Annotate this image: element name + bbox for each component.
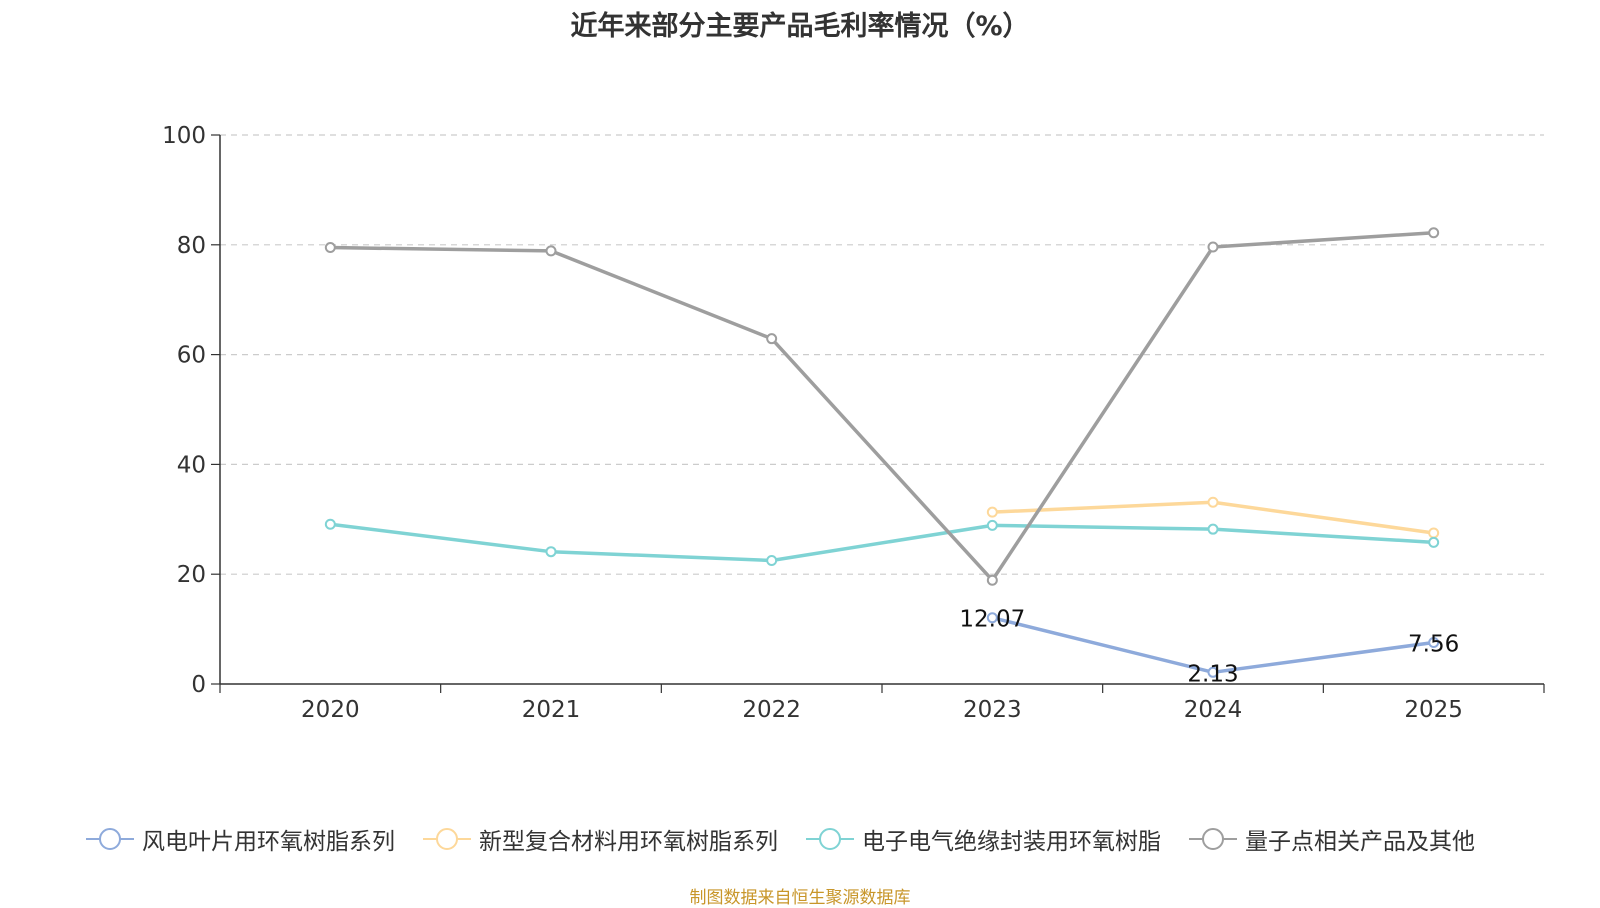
data-point bbox=[324, 242, 336, 254]
data-point bbox=[1428, 527, 1440, 539]
legend-label: 新型复合材料用环氧树脂系列 bbox=[479, 829, 778, 855]
chart-title: 近年来部分主要产品毛利率情况（%） bbox=[570, 11, 1030, 42]
y-tick-label: 0 bbox=[191, 672, 206, 698]
data-label: 7.56 bbox=[1408, 631, 1459, 657]
data-point bbox=[545, 546, 557, 558]
y-tick-label: 60 bbox=[177, 343, 206, 369]
data-label: 12.07 bbox=[959, 607, 1025, 633]
data-point bbox=[1428, 536, 1440, 548]
data-point bbox=[1207, 496, 1219, 508]
legend-item[interactable]: 风电叶片用环氧树脂系列 bbox=[86, 822, 395, 856]
y-tick-label: 20 bbox=[177, 562, 206, 588]
x-tick-label: 2024 bbox=[1184, 697, 1243, 723]
data-point bbox=[986, 612, 998, 624]
legend-item[interactable]: 新型复合材料用环氧树脂系列 bbox=[423, 822, 778, 856]
y-tick-label: 40 bbox=[177, 452, 206, 478]
x-tick-label: 2022 bbox=[742, 697, 801, 723]
x-tick-label: 2021 bbox=[522, 697, 581, 723]
source-note: 制图数据来自恒生聚源数据库 bbox=[689, 888, 911, 908]
legend-label: 风电叶片用环氧树脂系列 bbox=[142, 829, 395, 855]
legend-label: 量子点相关产品及其他 bbox=[1245, 829, 1475, 855]
legend-item[interactable]: 量子点相关产品及其他 bbox=[1189, 822, 1475, 856]
legend-swatch-icon bbox=[1189, 827, 1237, 851]
data-point bbox=[1207, 241, 1219, 253]
chart-legend: 风电叶片用环氧树脂系列 新型复合材料用环氧树脂系列 电子电气绝缘封装用环氧树脂 量子点… bbox=[86, 822, 1475, 856]
data-point bbox=[986, 506, 998, 518]
data-point bbox=[766, 554, 778, 566]
data-point bbox=[766, 333, 778, 345]
legend-swatch-icon bbox=[423, 827, 471, 851]
data-point bbox=[324, 518, 336, 530]
data-point bbox=[1207, 523, 1219, 535]
series-line bbox=[330, 522, 1434, 563]
legend-label: 电子电气绝缘封装用环氧树脂 bbox=[862, 829, 1161, 855]
legend-swatch-icon bbox=[86, 827, 134, 851]
data-point bbox=[545, 245, 557, 257]
legend-swatch-icon bbox=[806, 827, 854, 851]
data-label: 2.13 bbox=[1187, 661, 1238, 687]
legend-item[interactable]: 电子电气绝缘封装用环氧树脂 bbox=[806, 822, 1161, 856]
data-point bbox=[986, 519, 998, 531]
data-point bbox=[986, 574, 998, 586]
y-tick-label: 80 bbox=[177, 233, 206, 259]
x-tick-label: 2025 bbox=[1404, 697, 1463, 723]
data-point bbox=[1428, 227, 1440, 239]
x-tick-label: 2023 bbox=[963, 697, 1022, 723]
y-tick-label: 100 bbox=[162, 123, 206, 149]
data-point bbox=[1207, 666, 1219, 678]
series-line bbox=[330, 230, 1434, 582]
x-tick-label: 2020 bbox=[301, 697, 360, 723]
data-point bbox=[1428, 636, 1440, 648]
